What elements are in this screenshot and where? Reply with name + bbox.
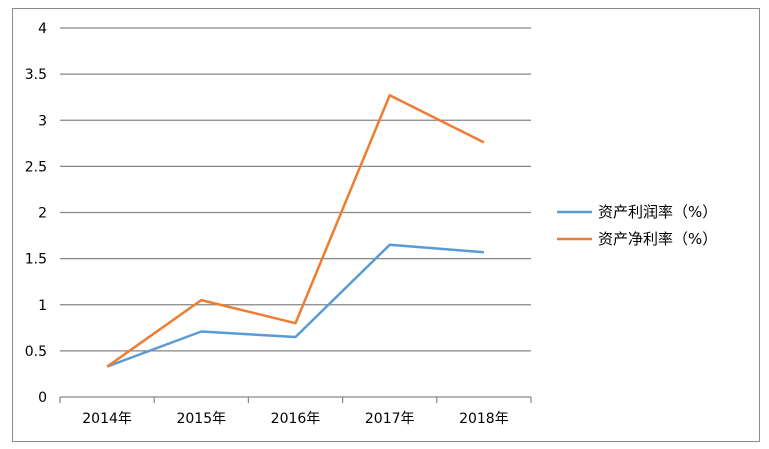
x-tick-label: 2014年 [82, 411, 132, 427]
y-tick-label: 1 [38, 298, 47, 314]
x-axis [59, 396, 532, 403]
y-tick-label: 3.5 [25, 67, 47, 83]
x-tick-label: 2015年 [176, 411, 226, 427]
chart-frame [12, 8, 760, 442]
legend-label-asset-profit-rate: 资产利润率（%） [598, 203, 717, 221]
y-axis-ticks: 0 0.5 1 1.5 2 2.5 3 3.5 4 [25, 21, 47, 406]
y-tick-label: 4 [38, 21, 47, 37]
x-axis-ticks: 2014年 2015年 2016年 2017年 2018年 [82, 411, 508, 427]
series-lines [106, 94, 485, 368]
legend: 资产利润率（%） 资产净利率（%） [557, 203, 717, 248]
series-line-0 [106, 243, 484, 368]
legend-label-asset-net-profit-rate: 资产净利率（%） [598, 230, 717, 248]
y-tick-label: 2 [38, 206, 47, 222]
y-tick-label: 1.5 [25, 252, 47, 268]
y-tick-label: 0.5 [25, 344, 47, 360]
series-line-1 [106, 94, 485, 368]
x-tick-label: 2017年 [365, 411, 415, 427]
x-tick-label: 2018年 [459, 411, 509, 427]
gridlines [60, 27, 531, 352]
x-tick-label: 2016年 [271, 411, 321, 427]
y-tick-label: 0 [38, 390, 47, 406]
y-tick-label: 2.5 [25, 159, 47, 175]
y-tick-label: 3 [38, 113, 47, 129]
